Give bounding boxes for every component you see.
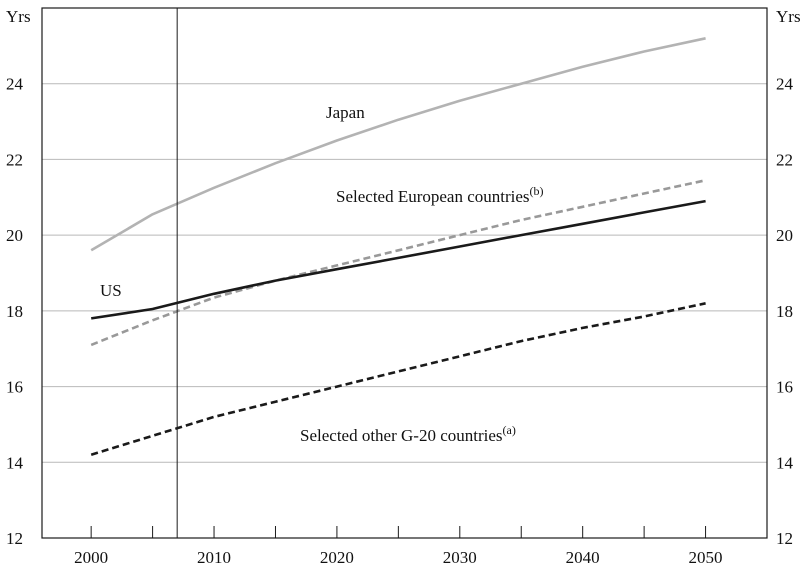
y-tick-label-left: 16 [6,378,23,397]
x-tick-label: 2010 [197,548,231,567]
series-label-us-name: US [100,281,122,300]
series-line-0 [90,37,706,252]
y-tick-label-left: 14 [6,453,24,472]
y-tick-label-right: 20 [776,226,793,245]
gridlines [42,83,767,463]
y-tick-label-right: 12 [776,529,793,548]
tick-marks [90,526,707,538]
y-tick-label-right: 14 [776,453,794,472]
series-label-japan: Japan [326,103,365,122]
x-tick-label: 2040 [566,548,600,567]
series-label-g20-superscript: (a) [503,423,516,437]
y-tick-label-right: 18 [776,302,793,321]
series-label-g20-name: Selected other G-20 countries [300,426,503,445]
y-axis-label-right: Yrs [776,7,801,26]
x-tick-labels: 2000 2010 2020 2030 2040 2050 [74,548,722,567]
x-tick-label: 2050 [689,548,723,567]
y-tick-label-left: 24 [6,75,24,94]
y-tick-label-left: 12 [6,529,23,548]
series-lines [90,37,706,456]
y-tick-label-right: 22 [776,150,793,169]
plot-frame [41,7,768,539]
series-label-us: US [100,281,122,300]
series-line-2 [91,199,706,320]
plot-border [41,7,768,539]
x-tick-label: 2000 [74,548,108,567]
y-tick-label-right: 24 [776,75,794,94]
series-label-japan-name: Japan [326,103,365,122]
y-tick-label-left: 22 [6,150,23,169]
series-label-g20: Selected other G-20 countries(a) [300,423,516,445]
y-tick-labels: 12 12 14 14 16 16 18 18 20 20 22 22 24 24 [6,75,794,548]
series-label-europe-name: Selected European countries [336,187,530,206]
series-label-europe: Selected European countries(b) [336,184,544,206]
series-label-europe-superscript: (b) [530,184,544,198]
y-tick-label-left: 18 [6,302,23,321]
series-line-3 [90,302,706,456]
y-tick-label-right: 16 [776,378,793,397]
y-axis-label-left: Yrs [6,7,31,26]
y-tick-label-left: 20 [6,226,23,245]
series-line-1 [90,179,706,347]
x-tick-label: 2020 [320,548,354,567]
x-tick-label: 2030 [443,548,477,567]
